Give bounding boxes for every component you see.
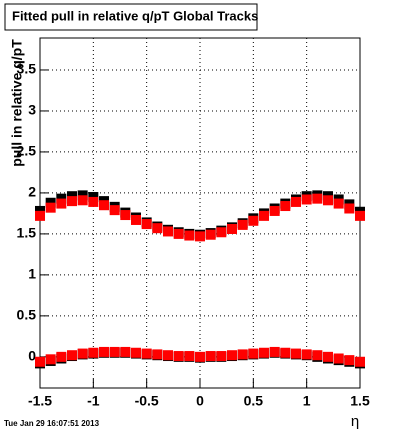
marker bbox=[120, 346, 131, 357]
y-tick-label: 3 bbox=[28, 102, 36, 118]
marker bbox=[344, 203, 355, 214]
marker bbox=[248, 348, 259, 359]
marker bbox=[323, 195, 333, 206]
x-tick-label: -1 bbox=[87, 393, 100, 409]
x-tick-label: 1 bbox=[303, 393, 311, 409]
marker bbox=[131, 347, 141, 358]
marker bbox=[67, 350, 77, 361]
marker bbox=[163, 350, 173, 361]
y-tick-label: 0.5 bbox=[17, 307, 37, 323]
marker bbox=[195, 231, 205, 242]
marker bbox=[67, 196, 77, 207]
marker bbox=[184, 230, 195, 241]
marker bbox=[77, 195, 88, 206]
marker bbox=[56, 198, 67, 209]
marker bbox=[45, 354, 56, 365]
y-tick-label: 3.5 bbox=[17, 61, 37, 77]
marker bbox=[333, 198, 344, 209]
marker bbox=[269, 346, 280, 357]
y-tick-label: 1 bbox=[28, 266, 36, 282]
title-box bbox=[4, 3, 258, 31]
y-tick-label: 2.5 bbox=[17, 143, 37, 159]
marker bbox=[355, 356, 365, 367]
marker bbox=[280, 347, 291, 358]
marker bbox=[35, 356, 45, 367]
marker bbox=[227, 223, 237, 234]
marker bbox=[120, 210, 131, 221]
x-tick-label: 0 bbox=[196, 393, 204, 409]
marker bbox=[205, 229, 216, 240]
marker bbox=[259, 347, 269, 358]
x-axis-label: η bbox=[351, 413, 359, 430]
marker bbox=[301, 194, 312, 205]
footer: Tue Jan 29 16:07:51 2013 bbox=[4, 419, 100, 428]
marker bbox=[280, 201, 291, 212]
x-tick-label: 1.5 bbox=[350, 393, 370, 409]
marker bbox=[333, 353, 344, 364]
marker bbox=[56, 351, 67, 362]
marker bbox=[259, 210, 269, 221]
y-axis-label: pull in relative q/pT bbox=[9, 39, 25, 167]
marker bbox=[195, 351, 205, 362]
marker bbox=[344, 355, 355, 366]
marker bbox=[109, 205, 120, 216]
marker bbox=[131, 214, 141, 225]
marker bbox=[141, 219, 152, 230]
marker bbox=[184, 351, 195, 362]
y-tick-label: 2 bbox=[28, 184, 36, 200]
marker bbox=[163, 226, 173, 237]
marker bbox=[227, 350, 237, 361]
marker bbox=[45, 202, 56, 213]
chart-title: Fitted pull in relative q/pT Global Trac… bbox=[12, 8, 258, 23]
marker bbox=[35, 210, 45, 221]
marker bbox=[355, 210, 365, 221]
marker bbox=[248, 215, 259, 226]
marker bbox=[312, 350, 323, 361]
marker bbox=[237, 219, 248, 230]
marker bbox=[152, 223, 163, 234]
marker bbox=[152, 349, 163, 360]
y-tick-label: 0 bbox=[28, 348, 36, 364]
x-tick-label: -1.5 bbox=[28, 393, 52, 409]
marker bbox=[312, 193, 323, 204]
marker bbox=[216, 351, 227, 362]
marker bbox=[291, 348, 301, 359]
marker bbox=[269, 205, 280, 216]
marker bbox=[205, 351, 216, 362]
marker bbox=[77, 348, 88, 359]
marker bbox=[173, 351, 184, 362]
y-tick-label: 1.5 bbox=[17, 225, 37, 241]
marker bbox=[323, 351, 333, 362]
x-tick-label: 0.5 bbox=[244, 393, 264, 409]
marker bbox=[141, 348, 152, 359]
marker bbox=[88, 196, 99, 207]
marker bbox=[99, 200, 109, 211]
marker bbox=[99, 346, 109, 357]
marker bbox=[216, 227, 227, 238]
marker bbox=[109, 346, 120, 357]
x-tick-label: -0.5 bbox=[135, 393, 159, 409]
marker bbox=[291, 196, 301, 207]
marker bbox=[88, 347, 99, 358]
marker bbox=[237, 349, 248, 360]
marker bbox=[173, 228, 184, 239]
marker bbox=[301, 349, 312, 360]
